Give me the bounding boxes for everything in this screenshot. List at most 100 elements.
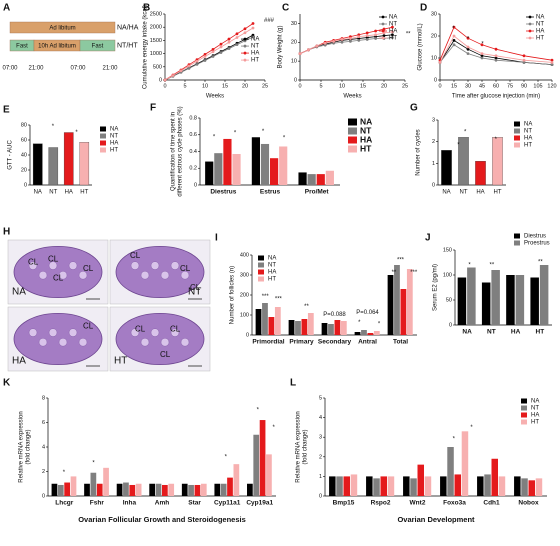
x-tick-label: 25 bbox=[262, 83, 268, 89]
panel-letter: G bbox=[410, 103, 418, 114]
x-tick-label: 75 bbox=[507, 83, 513, 89]
y-axis-label: Number of follicles (n) bbox=[230, 266, 236, 324]
legend-marker bbox=[243, 51, 247, 55]
y-tick-label: 20 bbox=[21, 167, 27, 173]
y-axis-label: Cumulative energy intake (kcal) bbox=[143, 5, 149, 89]
bar bbox=[253, 434, 260, 496]
x-tick-label: 25 bbox=[402, 83, 408, 89]
legend-marker bbox=[243, 37, 247, 41]
y-tick-label: 100 bbox=[240, 312, 249, 318]
annotation: * bbox=[283, 136, 286, 142]
legend-swatch bbox=[100, 140, 106, 146]
y-tick-label: 5 bbox=[319, 395, 322, 401]
ovary-section bbox=[13, 245, 103, 298]
group-label: NT/HT bbox=[117, 43, 138, 50]
x-tick-label: 0 bbox=[163, 83, 166, 89]
legend-swatch bbox=[348, 118, 357, 126]
data-point bbox=[163, 78, 167, 82]
y-tick-label: 40 bbox=[21, 152, 27, 158]
x-tick-label: Nobox bbox=[518, 500, 539, 507]
bar bbox=[232, 154, 241, 185]
legend-label: HA bbox=[268, 270, 276, 276]
y-tick-label: 3 bbox=[432, 117, 435, 123]
legend-label: HA bbox=[536, 29, 544, 35]
data-point bbox=[452, 25, 456, 29]
data-point bbox=[494, 56, 498, 60]
data-point bbox=[219, 45, 223, 49]
bar bbox=[298, 172, 307, 185]
y-axis-label: Serum E2 (pg/ml) bbox=[433, 264, 439, 311]
legend-swatch bbox=[514, 142, 520, 148]
annotation: ** bbox=[490, 263, 495, 269]
legend-swatch bbox=[514, 240, 520, 246]
follicle bbox=[180, 270, 190, 280]
legend-swatch bbox=[348, 145, 357, 153]
annotation: * bbox=[63, 470, 66, 476]
x-tick-label: Pro/Met bbox=[305, 189, 330, 196]
data-point bbox=[235, 43, 239, 47]
data-point bbox=[340, 38, 344, 41]
legend-swatch bbox=[521, 419, 527, 425]
panel-letter: C bbox=[282, 3, 289, 14]
legend-label: HT bbox=[360, 143, 372, 153]
data-point bbox=[349, 37, 352, 40]
annotation: ** bbox=[392, 270, 397, 276]
x-tick-label: Cdh1 bbox=[483, 500, 500, 507]
bar bbox=[270, 158, 279, 185]
x-tick-label: HT bbox=[536, 329, 545, 336]
legend-swatch bbox=[100, 126, 106, 132]
data-point bbox=[349, 39, 352, 43]
y-tick-label: 1 bbox=[432, 161, 435, 167]
bar bbox=[440, 476, 447, 496]
legend-swatch bbox=[514, 121, 520, 127]
x-tick-label: NA bbox=[442, 190, 450, 196]
annotation: * bbox=[495, 137, 498, 143]
bar bbox=[394, 265, 400, 335]
y-tick-label: 20 bbox=[431, 33, 437, 39]
data-point bbox=[365, 34, 369, 38]
bar bbox=[461, 431, 469, 496]
cl-label: CL bbox=[190, 283, 201, 292]
bar bbox=[129, 484, 136, 496]
bar bbox=[535, 478, 543, 496]
x-tick-label: Inha bbox=[123, 500, 137, 507]
bar bbox=[481, 282, 491, 325]
bar bbox=[79, 142, 90, 186]
legend-label: HT bbox=[536, 36, 544, 42]
x-tick-label: Bmp15 bbox=[333, 500, 355, 507]
follicle bbox=[140, 337, 150, 347]
bar bbox=[168, 483, 175, 496]
legend-marker bbox=[381, 29, 385, 33]
x-tick-label: HT bbox=[80, 190, 88, 196]
legend-swatch bbox=[258, 276, 264, 282]
data-point bbox=[251, 26, 255, 30]
bar bbox=[366, 476, 373, 496]
bar bbox=[457, 277, 467, 325]
legend-label: NT bbox=[524, 129, 532, 135]
y-tick-label: 0 bbox=[432, 182, 435, 188]
legend-label: NT bbox=[360, 125, 372, 135]
follicle bbox=[150, 261, 160, 270]
legend-label: NT bbox=[536, 22, 544, 28]
panel-letter: I bbox=[215, 233, 218, 244]
data-point bbox=[219, 51, 223, 54]
bar bbox=[194, 484, 201, 496]
bar bbox=[403, 476, 410, 496]
bar bbox=[373, 478, 380, 496]
data-point bbox=[522, 54, 526, 58]
annotation: *** bbox=[262, 294, 270, 300]
y-tick-label: 2 bbox=[432, 139, 435, 145]
annotation: * bbox=[468, 263, 471, 269]
legend-label: HT bbox=[110, 148, 118, 154]
follicle bbox=[38, 270, 48, 280]
bar bbox=[51, 483, 58, 496]
x-tick-label: HT bbox=[494, 190, 502, 196]
annotation: ** bbox=[538, 260, 543, 266]
bar bbox=[288, 320, 295, 335]
x-tick-label: NA bbox=[462, 329, 472, 336]
data-point bbox=[466, 47, 470, 51]
bar bbox=[96, 483, 103, 496]
data-point bbox=[227, 40, 231, 44]
bar bbox=[227, 477, 233, 496]
